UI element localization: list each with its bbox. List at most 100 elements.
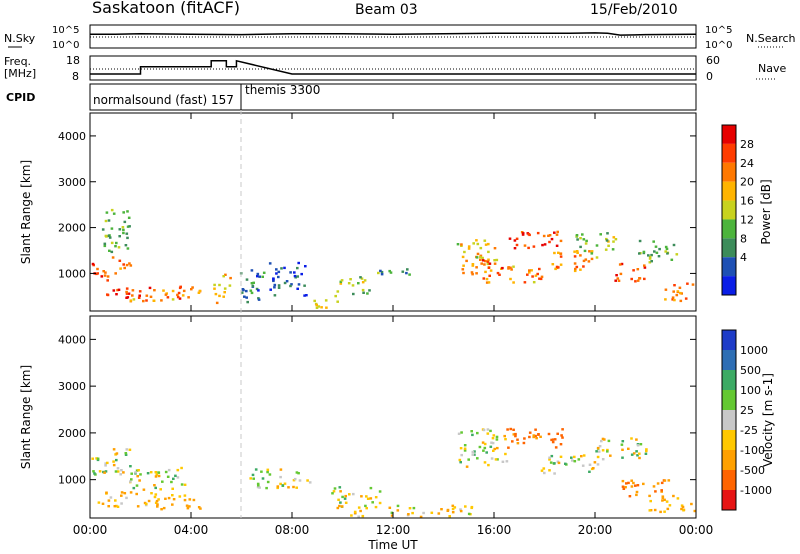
power-cell — [508, 237, 512, 240]
velocity-cell — [512, 433, 516, 436]
power-cell — [171, 298, 175, 301]
power-cell — [213, 287, 216, 290]
velocity-cell — [297, 472, 300, 475]
velocity-cell — [103, 471, 106, 474]
velocity-cell — [155, 499, 159, 503]
velocity-cell — [459, 509, 463, 513]
velocity-cell — [460, 431, 463, 434]
power-cell — [388, 269, 391, 273]
velocity-cell — [471, 453, 475, 456]
power-cell — [487, 266, 491, 269]
velocity-cell — [306, 479, 309, 482]
velocity-cell — [560, 434, 563, 437]
power-cell — [588, 250, 591, 253]
velocity-cell — [412, 506, 416, 510]
velocity-cell — [501, 460, 505, 463]
power-cell — [557, 266, 560, 269]
velocity-colorbar-tick: -100 — [740, 444, 765, 457]
power-cell — [277, 284, 281, 287]
velocity-cell — [339, 501, 342, 504]
velocity-cell — [522, 441, 526, 445]
power-cell — [670, 258, 674, 261]
power-colorbar-swatch — [722, 181, 736, 201]
power-cell — [379, 269, 382, 273]
power-cell — [171, 289, 175, 293]
velocity-ytick-label: 3000 — [58, 380, 86, 393]
power-colorbar-swatch — [722, 219, 736, 239]
power-cell — [118, 235, 121, 238]
power-cell — [198, 289, 202, 293]
power-cell — [634, 280, 637, 283]
velocity-cell — [682, 509, 685, 512]
power-cell — [131, 294, 134, 297]
velocity-cell — [360, 495, 363, 498]
power-cell — [118, 228, 122, 231]
velocity-cell — [561, 436, 564, 439]
velocity-cell — [112, 463, 116, 467]
power-cell — [297, 283, 301, 286]
velocity-cell — [476, 457, 479, 460]
power-cell — [106, 275, 110, 278]
power-cell — [488, 274, 491, 277]
power-cell — [462, 264, 465, 267]
velocity-colorbar-swatch — [722, 470, 736, 490]
velocity-cell — [166, 475, 170, 478]
power-cell — [229, 276, 232, 280]
power-cell — [480, 262, 483, 265]
velocity-cell — [653, 508, 657, 512]
velocity-cell — [606, 448, 609, 452]
velocity-cell — [176, 468, 180, 472]
velocity-cell — [532, 435, 535, 439]
velocity-cell — [116, 505, 120, 508]
velocity-ytick-label: 4000 — [58, 333, 86, 346]
power-cell — [643, 264, 646, 267]
power-cell — [493, 259, 496, 262]
velocity-cell — [551, 440, 555, 444]
velocity-cell — [419, 515, 423, 519]
power-cell — [612, 240, 615, 243]
velocity-cell — [129, 465, 132, 468]
velocity-cell — [681, 505, 685, 509]
power-cell — [245, 289, 248, 293]
velocity-cell — [451, 504, 455, 507]
power-cell — [638, 239, 642, 243]
velocity-cell — [159, 488, 162, 491]
power-cell — [573, 255, 577, 258]
power-cell — [652, 240, 655, 243]
power-cell — [487, 250, 490, 254]
velocity-cell — [167, 496, 171, 500]
power-cell — [224, 273, 227, 276]
power-cell — [181, 294, 185, 297]
velocity-colorbar-tick: 1000 — [740, 344, 768, 357]
velocity-cell — [680, 507, 683, 511]
velocity-cell — [523, 437, 526, 440]
velocity-cell — [124, 452, 128, 455]
power-cell — [347, 282, 351, 285]
velocity-cell — [157, 474, 161, 478]
velocity-cell — [188, 498, 192, 501]
power-cell — [176, 293, 179, 297]
velocity-cell — [601, 458, 605, 461]
velocity-cell — [157, 498, 160, 501]
power-cell — [131, 289, 135, 292]
power-cell — [482, 277, 486, 280]
power-cell — [145, 299, 148, 302]
velocity-cell — [104, 470, 108, 473]
velocity-cell — [603, 438, 606, 441]
velocity-cell — [598, 445, 602, 448]
velocity-cell — [463, 444, 467, 447]
velocity-cell — [357, 506, 361, 509]
power-cell — [114, 245, 117, 248]
velocity-cell — [514, 434, 517, 438]
velocity-cell — [174, 474, 177, 477]
velocity-cell — [453, 506, 457, 509]
velocity-cell — [486, 432, 490, 435]
velocity-cell — [625, 482, 628, 485]
power-cell — [122, 211, 125, 214]
velocity-cell — [476, 431, 479, 435]
power-cell — [245, 296, 248, 299]
power-cell — [349, 278, 352, 281]
velocity-cell — [122, 471, 125, 474]
power-cell — [576, 238, 579, 241]
power-cell — [513, 239, 517, 242]
